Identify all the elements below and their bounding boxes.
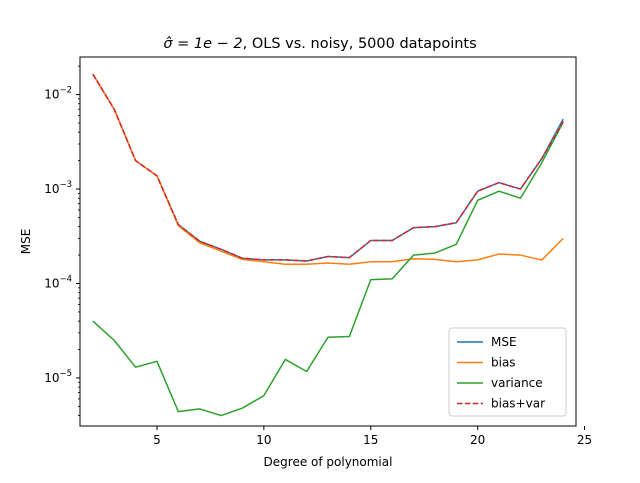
x-tick-label: 15 [363,433,378,447]
y-tick-base: 10 [44,276,59,290]
y-tick-exponent: −4 [59,274,72,284]
series-line-variance [92,121,564,417]
x-tick-label: 10 [256,433,271,447]
x-axis-label: Degree of polynomial [264,455,393,469]
chart-title: σ̂ = 1e − 2, OLS vs. noisy, 5000 datapoi… [163,36,476,52]
title-sigma-symbol: σ̂ [163,36,173,52]
legend: MSE bias variance bias+var [448,327,567,417]
series-line-bias-var [92,73,564,262]
legend-label: bias+var [491,397,545,411]
legend-frame [448,327,567,417]
legend-label: bias [491,356,516,370]
y-axis-ticks: 10−510−410−310−2 [44,65,80,416]
x-axis-ticks: 5 10 15 20 25 [153,426,592,447]
y-axis-label: MSE [19,229,33,255]
y-tick-base: 10 [44,88,59,102]
series-layer [92,73,564,417]
y-tick-label: 10−2 [44,86,72,102]
y-tick-base: 10 [44,182,59,196]
legend-label: MSE [491,335,517,349]
x-tick-label: 25 [577,433,592,447]
y-tick-label: 10−4 [44,274,72,290]
plot-frame [79,56,577,427]
x-tick-label: 20 [470,433,485,447]
title-rest: , OLS vs. noisy, 5000 datapoints [243,36,477,52]
x-tick-label: 5 [153,433,161,447]
y-tick-exponent: −3 [59,180,72,190]
legend-label: variance [491,376,543,390]
y-tick-base: 10 [44,371,59,385]
y-tick-label: 10−5 [44,369,72,385]
y-tick-exponent: −5 [59,369,72,379]
title-sigma-value: = 1e − 2 [173,36,243,52]
y-tick-exponent: −2 [59,86,72,96]
y-tick-label: 10−3 [44,180,72,196]
